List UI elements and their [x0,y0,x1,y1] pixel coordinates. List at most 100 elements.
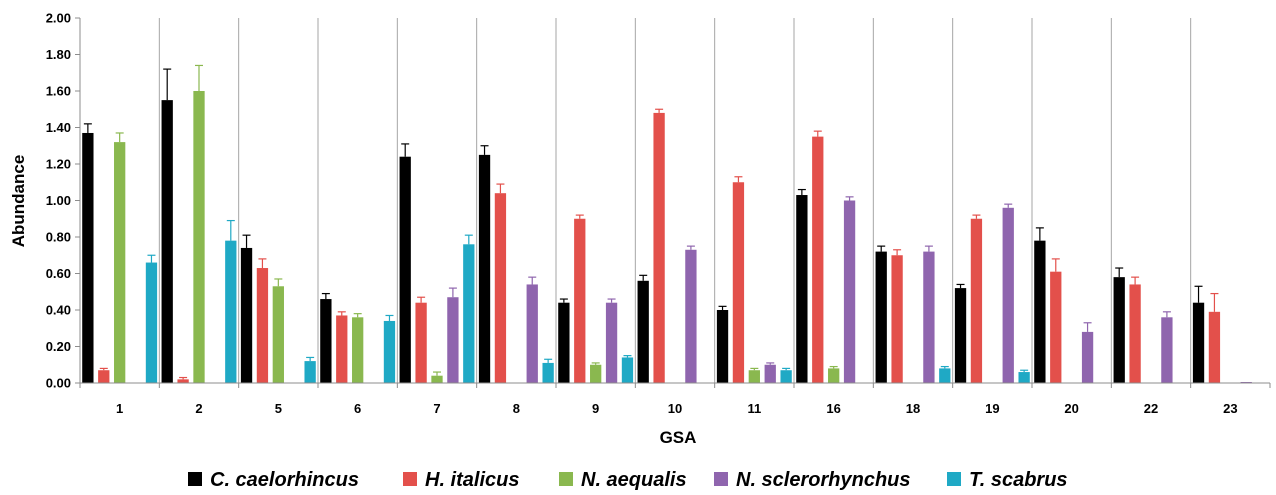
legend-label: C. caelorhincus [210,469,359,491]
bar [240,247,253,383]
y-tick-label: 1.60 [46,84,71,99]
legend-label: N. sclerorhynchus [736,469,911,491]
bar [256,268,269,383]
bar [272,286,284,383]
x-tick-label: 19 [985,401,999,416]
x-tick-label: 18 [906,401,920,416]
bar [637,280,649,383]
x-tick-label: 10 [668,401,682,416]
bar [1081,331,1094,383]
bar [383,320,396,383]
y-tick-label: 1.80 [46,47,71,62]
bar [828,368,840,383]
bar [590,364,602,383]
x-tick-label: 6 [354,401,361,416]
bar [463,244,475,383]
bar [399,156,411,383]
bar [447,297,459,383]
legend-swatch [714,472,728,486]
y-tick-label: 0.80 [46,230,71,245]
bar [923,251,935,383]
bar [177,379,189,383]
bar [843,200,856,383]
bar [1192,302,1205,383]
bar [891,255,903,383]
y-tick-label: 0.60 [46,266,71,281]
legend-item: N. aequalis [559,469,687,491]
bar [875,251,887,383]
bar [1018,372,1030,383]
y-axis-title: Abundance [9,155,28,248]
bar [732,182,745,383]
bar [114,142,126,383]
bar [1161,317,1173,383]
x-tick-label: 5 [275,401,282,416]
y-tick-labels: 0.00 0.20 0.40 0.60 0.80 1.00 1.20 1.40 1.60 1.80… [46,11,80,391]
x-tick-labels: 1 2 5 6 7 8 9 10 11 16 18 19 20 22 23 [79,383,1271,416]
y-tick-label: 1.20 [46,157,71,172]
bar [225,240,237,383]
bars [82,64,1252,384]
bar [1050,271,1062,383]
bar [796,195,808,383]
bar [653,112,665,384]
legend-item: C. caelorhincus [188,469,359,491]
legend-item: H. italicus [403,469,519,491]
bar [478,154,491,383]
y-tick-label: 0.00 [46,376,71,391]
legend-swatch [403,472,417,486]
bar [82,132,94,383]
bar [161,100,173,383]
bar [812,136,824,383]
bar [304,361,316,383]
bar [352,317,364,383]
legend-swatch [188,472,202,486]
y-tick-label: 1.40 [46,120,71,135]
bar [716,310,729,383]
bar [431,375,443,383]
bar [780,370,792,383]
bar [1208,311,1221,383]
bar [98,370,110,383]
bar [336,315,348,383]
y-tick-label: 1.00 [46,193,71,208]
group-separators [158,18,1192,383]
bar [415,302,427,383]
x-tick-label: 16 [826,401,840,416]
x-tick-label: 8 [513,401,520,416]
bar [193,91,205,383]
bar [954,288,967,383]
legend-item: T. scabrus [947,469,1068,491]
bar [1002,207,1014,383]
legend-swatch [559,472,573,486]
legend-item: N. sclerorhynchus [714,469,911,491]
y-tick-label: 0.20 [46,339,71,354]
x-tick-label: 9 [592,401,599,416]
bar [558,302,570,383]
bar [526,284,538,383]
bar [494,193,507,383]
bar [1034,240,1046,383]
x-tick-label: 11 [747,401,761,416]
x-tick-label: 22 [1144,401,1158,416]
bar [1129,284,1141,383]
bar [970,218,983,383]
x-tick-label: 20 [1064,401,1078,416]
bar [605,302,618,383]
bar [764,364,776,383]
legend-swatch [947,472,961,486]
bar [685,249,697,383]
legend-label: N. aequalis [581,469,687,491]
bar [621,357,634,383]
bar [748,370,760,383]
x-tick-label: 23 [1223,401,1237,416]
y-tick-label: 2.00 [46,11,71,26]
legend-label: T. scabrus [969,469,1068,491]
bar [542,362,554,383]
bar [320,299,332,383]
bar [145,262,158,383]
x-axis-title: GSA [660,428,697,447]
legend: C. caelorhincus H. italicus N. aequalis N. … [188,469,1068,491]
x-tick-label: 1 [116,401,123,416]
